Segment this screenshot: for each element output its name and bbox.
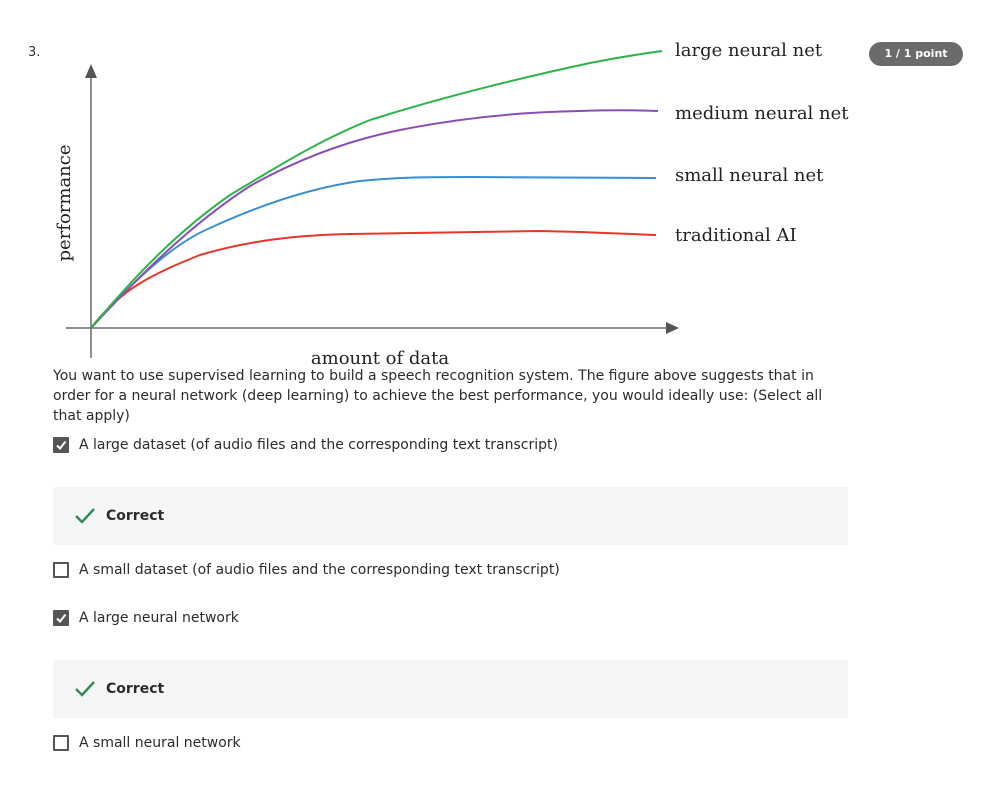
label-large-neural-net: large neural net	[675, 40, 823, 61]
feedback-label: Correct	[106, 508, 165, 524]
option-large-dataset[interactable]: A large dataset (of audio files and the …	[53, 437, 558, 453]
performance-figure: large neural net medium neural net small…	[54, 40, 849, 369]
curve-traditional-ai	[90, 229, 657, 329]
curve-large-neural-net	[90, 50, 663, 329]
option-label: A large neural network	[79, 610, 239, 626]
checkbox-checked-icon[interactable]	[53, 610, 69, 626]
option-small-neural-network[interactable]: A small neural network	[53, 735, 241, 751]
checkmark-icon	[74, 680, 96, 698]
curve-small-neural-net	[90, 175, 657, 329]
x-axis-arrow-icon	[666, 322, 679, 334]
feedback-correct: Correct	[53, 660, 848, 718]
option-large-neural-network[interactable]: A large neural network	[53, 610, 239, 626]
feedback-label: Correct	[106, 681, 165, 697]
label-medium-neural-net: medium neural net	[675, 103, 849, 124]
question-prompt: You want to use supervised learning to b…	[53, 368, 823, 424]
curve-medium-neural-net	[90, 109, 659, 329]
y-axis-label: performance	[54, 144, 75, 261]
checkbox-unchecked-icon[interactable]	[53, 735, 69, 751]
feedback-correct: Correct	[53, 487, 848, 545]
x-axis-label: amount of data	[311, 348, 449, 369]
label-small-neural-net: small neural net	[675, 165, 824, 186]
option-label: A small neural network	[79, 735, 241, 751]
checkbox-unchecked-icon[interactable]	[53, 562, 69, 578]
checkmark-icon	[74, 507, 96, 525]
y-axis-arrow-icon	[85, 64, 97, 78]
option-label: A large dataset (of audio files and the …	[79, 437, 558, 453]
checkbox-checked-icon[interactable]	[53, 437, 69, 453]
label-traditional-ai: traditional AI	[675, 225, 797, 246]
option-label: A small dataset (of audio files and the …	[79, 562, 560, 578]
option-small-dataset[interactable]: A small dataset (of audio files and the …	[53, 562, 560, 578]
score-badge: 1 / 1 point	[869, 42, 963, 66]
question-number: 3.	[28, 45, 41, 60]
